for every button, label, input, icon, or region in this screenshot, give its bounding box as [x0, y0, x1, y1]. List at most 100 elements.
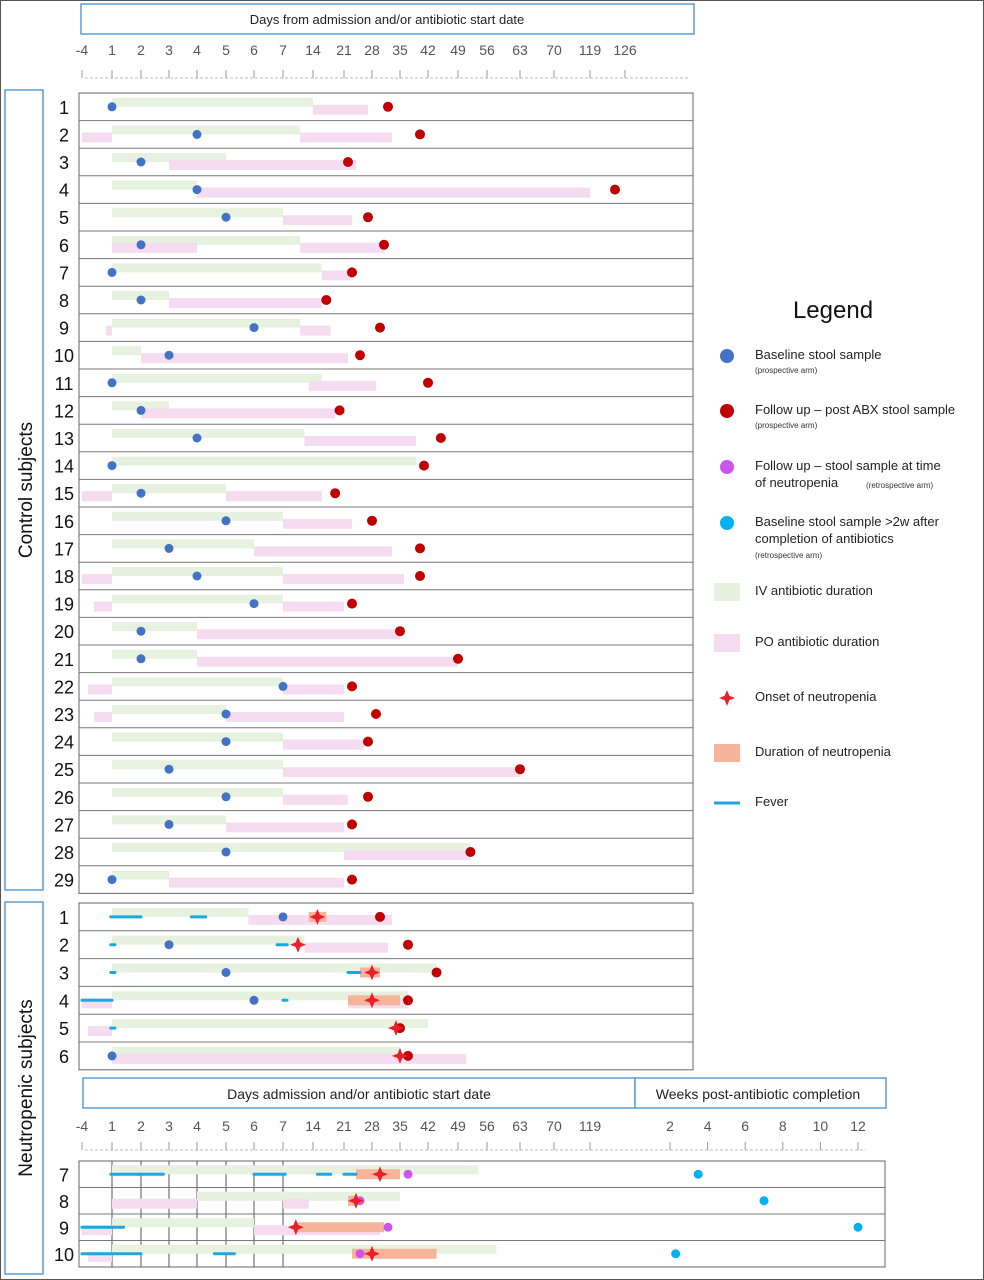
po-bar	[304, 942, 388, 953]
top-tick-label: 5	[222, 42, 230, 58]
iv-bar	[112, 622, 197, 632]
po-bar	[283, 1198, 309, 1209]
po-bar	[226, 491, 322, 502]
legend-neutro_sample-label2: of neutropenia	[755, 475, 839, 490]
legend-onset-label: Onset of neutropenia	[755, 689, 877, 704]
followup-dot	[435, 433, 446, 443]
iv-bar	[112, 373, 322, 383]
followup-dot	[343, 157, 353, 167]
bottom-tick-label: 49	[450, 1118, 466, 1134]
baseline-dot	[221, 709, 231, 719]
iv-bar	[112, 429, 305, 438]
subject-id: 1	[59, 908, 69, 928]
baseline-dot	[107, 267, 117, 277]
week-tick-label: 8	[779, 1118, 787, 1134]
baseline-dot	[192, 433, 202, 443]
bottom-tick-label: 3	[165, 1118, 173, 1134]
legend-neutro_sample-swatch	[720, 460, 734, 474]
baseline-2w-dot	[853, 1222, 863, 1232]
bottom-tick-label: 1	[108, 1118, 116, 1134]
subject-id: 10	[54, 1245, 74, 1265]
top-tick-label: 49	[450, 42, 466, 58]
baseline-dot	[192, 185, 202, 195]
iv-bar	[112, 318, 301, 328]
legend-baseline-sub: (prospective arm)	[755, 366, 818, 375]
bottom-tick-label: 28	[364, 1118, 380, 1134]
legend-followup-sub: (prospective arm)	[755, 421, 818, 430]
po-bar	[82, 1225, 112, 1236]
iv-bar	[112, 870, 169, 880]
subject-id: 3	[59, 153, 69, 173]
baseline-dot	[136, 295, 146, 305]
iv-bar	[112, 1244, 497, 1254]
po-bar	[304, 436, 416, 446]
baseline-dot	[107, 102, 117, 112]
po-bar	[283, 601, 344, 612]
iv-bar	[112, 787, 283, 797]
bottom-tick-label: 14	[305, 1118, 321, 1134]
followup-dot	[379, 239, 389, 250]
po-bar	[313, 104, 368, 115]
subject-id: 7	[59, 263, 69, 283]
po-bar	[308, 380, 376, 391]
iv-bar	[112, 991, 408, 1001]
week-tick-label: 6	[741, 1118, 749, 1134]
subject-id: 24	[54, 733, 74, 753]
baseline-dot	[221, 516, 231, 526]
onset-star	[348, 1192, 364, 1209]
iv-bar	[112, 843, 471, 852]
bottom-tick-label: 56	[479, 1118, 495, 1134]
bottom-tick-label: 21	[336, 1118, 352, 1134]
subject-id: 12	[54, 401, 74, 421]
iv-bar	[112, 180, 197, 190]
top-tick-label: 119	[579, 42, 602, 58]
subject-id: 3	[59, 964, 69, 984]
baseline-2w-dot	[759, 1196, 769, 1206]
po-bar	[141, 353, 348, 364]
po-bar	[254, 546, 392, 557]
po-bar	[82, 998, 112, 1009]
baseline-dot	[278, 681, 288, 691]
subject-id: 15	[54, 484, 74, 504]
iv-bar	[112, 456, 416, 466]
neutropenia-bar	[295, 1222, 384, 1233]
iv-bar	[112, 401, 169, 411]
subject-id: 19	[54, 595, 74, 615]
iv-bar	[112, 208, 283, 218]
baseline-dot	[164, 350, 174, 360]
baseline-dot	[107, 378, 117, 388]
baseline-dot	[164, 940, 174, 950]
weeks-header-title: Weeks post-antibiotic completion	[656, 1086, 860, 1102]
baseline-dot	[221, 847, 231, 857]
baseline-dot	[221, 737, 231, 747]
po-bar	[82, 574, 112, 584]
subject-id: 5	[59, 208, 69, 228]
po-bar	[283, 215, 352, 226]
followup-dot	[367, 515, 377, 526]
po-bar	[283, 574, 404, 584]
baseline-dot	[192, 571, 202, 581]
po-bar	[300, 132, 392, 143]
subject-id: 6	[59, 1047, 69, 1067]
po-bar	[226, 712, 344, 722]
iv-bar	[112, 484, 226, 494]
po-bar	[283, 767, 520, 778]
po-bar	[169, 160, 356, 170]
iv-bar	[112, 235, 301, 245]
legend-dur_neutro-swatch	[714, 744, 740, 762]
followup-dot	[363, 212, 373, 223]
followup-dot	[415, 129, 425, 140]
legend-onset-swatch	[719, 690, 735, 706]
legend-baseline2w-sub: (retrospective arm)	[755, 551, 822, 560]
po-bar	[112, 242, 197, 253]
iv-bar	[112, 291, 169, 300]
iv-bar	[112, 539, 254, 549]
subject-id: 11	[55, 374, 74, 394]
legend-dur_neutro-label: Duration of neutropenia	[755, 744, 892, 759]
baseline-dot	[192, 129, 202, 139]
legend-baseline2w-label2: completion of antibiotics	[755, 531, 894, 546]
subject-id: 1	[59, 98, 69, 118]
baseline-dot	[136, 240, 146, 250]
neutro-group-label: Neutropenic subjects	[16, 999, 37, 1176]
